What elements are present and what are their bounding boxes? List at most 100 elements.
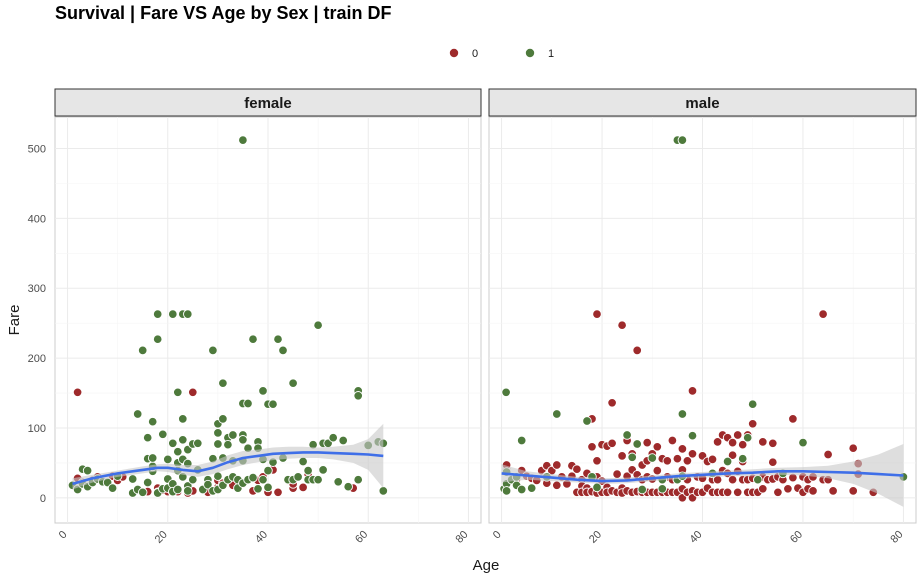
point-survived-1	[526, 483, 537, 493]
point-survived-1	[263, 465, 273, 476]
point-survived-1	[722, 456, 733, 467]
point-survived-1	[158, 429, 168, 440]
point-survived-0	[667, 435, 678, 446]
legend-key-1	[525, 48, 535, 58]
point-survived-0	[727, 437, 738, 448]
point-survived-1	[193, 438, 203, 449]
point-survived-1	[178, 435, 188, 445]
point-survived-1	[582, 416, 592, 426]
point-survived-0	[783, 484, 793, 494]
point-survived-1	[137, 345, 148, 356]
point-survived-1	[248, 472, 258, 483]
point-survived-0	[672, 453, 683, 464]
point-survived-0	[768, 457, 778, 467]
point-survived-1	[223, 439, 233, 450]
point-survived-1	[142, 477, 153, 488]
y-tick-label: 500	[28, 143, 46, 155]
legend-label-0: 0	[472, 48, 478, 60]
y-tick-label: 0	[40, 493, 46, 505]
legend-key-0	[449, 48, 459, 58]
legend-label-1: 1	[548, 48, 554, 60]
point-survived-1	[183, 486, 193, 496]
point-survived-1	[353, 391, 363, 401]
x-tick-label: 60	[788, 529, 805, 546]
point-survived-1	[147, 416, 158, 427]
x-tick-label: 20	[587, 529, 604, 546]
point-survived-1	[188, 474, 198, 485]
point-survived-0	[72, 387, 83, 398]
smooth-line	[501, 469, 904, 483]
point-survived-0	[607, 398, 617, 408]
x-tick-label: 0	[491, 529, 504, 542]
y-tick-label: 400	[28, 213, 46, 225]
x-tick-label: 80	[453, 529, 470, 546]
point-survived-0	[732, 487, 743, 498]
point-survived-1	[278, 345, 288, 356]
point-survived-0	[273, 487, 283, 498]
point-survived-1	[303, 465, 313, 476]
point-survived-1	[173, 387, 183, 398]
point-survived-1	[753, 474, 763, 485]
point-survived-1	[142, 432, 153, 443]
point-survived-1	[333, 477, 343, 487]
point-survived-1	[552, 409, 562, 419]
x-tick-label: 20	[153, 529, 170, 546]
point-survived-1	[338, 435, 348, 446]
point-survived-0	[607, 438, 617, 449]
panel-female: female 0 20 40 60 80 0 100 200 300 400 500	[28, 88, 482, 546]
point-survived-0	[727, 450, 738, 460]
point-survived-1	[173, 446, 183, 457]
point-survived-1	[228, 430, 238, 440]
point-survived-0	[592, 309, 602, 319]
x-tick-label: 40	[687, 529, 704, 546]
point-survived-1	[647, 453, 658, 463]
point-survived-0	[298, 482, 308, 493]
y-tick-label: 200	[28, 353, 46, 365]
point-survived-0	[652, 442, 663, 452]
point-survived-1	[238, 435, 248, 445]
point-survived-0	[652, 465, 663, 476]
point-survived-1	[163, 454, 173, 465]
point-survived-0	[687, 449, 698, 459]
smooth-line	[72, 451, 384, 486]
point-survived-0	[572, 464, 582, 474]
point-survived-0	[788, 414, 798, 424]
point-survived-0	[773, 487, 783, 498]
x-tick-label: 0	[57, 529, 70, 542]
point-survived-1	[183, 309, 193, 319]
point-survived-1	[677, 409, 688, 419]
point-survived-0	[552, 460, 562, 470]
point-survived-0	[722, 487, 733, 498]
point-survived-1	[742, 432, 753, 443]
point-survived-1	[168, 438, 178, 449]
point-survived-0	[828, 486, 838, 496]
point-survived-1	[687, 430, 698, 441]
point-survived-1	[657, 484, 668, 494]
point-survived-1	[243, 398, 253, 409]
smooth-confidence-band	[72, 423, 384, 490]
point-survived-1	[152, 309, 163, 319]
point-survived-0	[617, 320, 627, 330]
point-survived-1	[501, 486, 512, 496]
point-survived-0	[768, 438, 778, 449]
point-survived-1	[137, 487, 148, 498]
x-tick-label: 80	[888, 529, 905, 546]
point-survived-1	[107, 483, 118, 493]
point-survived-1	[627, 452, 637, 463]
point-survived-1	[218, 414, 228, 424]
y-axis-title: Fare	[6, 305, 23, 336]
gridlines	[55, 117, 481, 523]
point-survived-1	[178, 414, 188, 424]
point-survived-1	[127, 474, 138, 484]
point-survived-1	[637, 484, 647, 495]
y-tick-label: 300	[28, 283, 46, 295]
point-survived-1	[313, 320, 323, 330]
point-survived-1	[152, 334, 163, 344]
point-survived-1	[147, 453, 158, 463]
point-survived-1	[218, 378, 228, 388]
point-survived-1	[132, 409, 143, 419]
point-survived-0	[552, 480, 562, 491]
point-survived-1	[238, 135, 248, 145]
point-survived-1	[82, 465, 93, 476]
point-survived-0	[848, 443, 858, 453]
